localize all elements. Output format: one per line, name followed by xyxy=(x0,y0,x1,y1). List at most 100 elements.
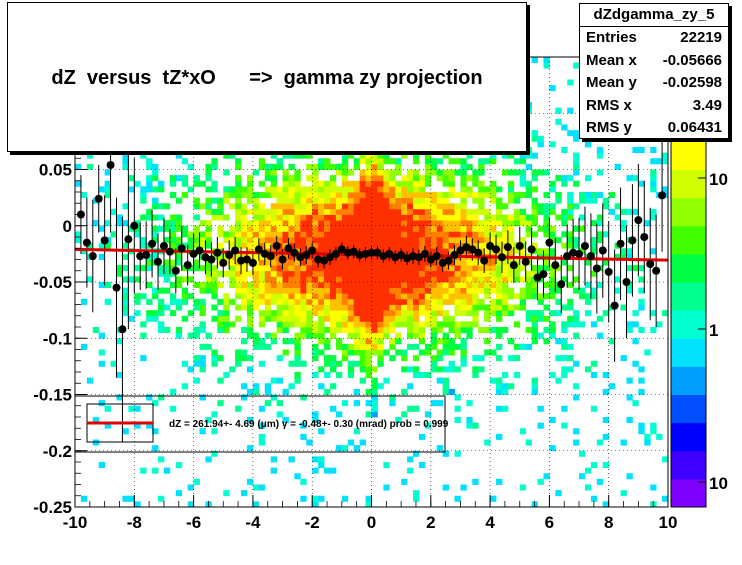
heatmap-cell xyxy=(472,175,479,182)
heatmap-cell xyxy=(383,220,390,227)
heatmap-cell xyxy=(424,422,432,429)
heatmap-cell xyxy=(442,321,449,328)
heatmap-cell xyxy=(383,169,390,176)
heatmap-cell xyxy=(235,180,242,187)
heatmap-cell xyxy=(496,332,503,339)
heatmap-cell xyxy=(318,186,325,193)
heatmap-cell xyxy=(561,304,568,311)
heatmap-cell xyxy=(276,186,283,193)
heatmap-cell xyxy=(454,417,461,424)
heatmap-cell xyxy=(501,203,509,210)
heatmap-cell xyxy=(436,220,444,227)
heatmap-cell xyxy=(507,152,515,159)
heatmap-cell xyxy=(460,259,467,266)
heatmap-cell xyxy=(75,163,82,170)
heatmap-cell xyxy=(407,175,414,182)
heatmap-cell xyxy=(596,220,604,227)
heatmap-cell xyxy=(246,287,254,294)
data-point xyxy=(213,248,222,257)
heatmap-cell xyxy=(288,225,295,232)
heatmap-cell xyxy=(626,208,633,215)
heatmap-cell xyxy=(158,203,165,210)
heatmap-cell xyxy=(472,192,479,199)
heatmap-cell xyxy=(650,214,657,221)
heatmap-cell xyxy=(300,332,307,339)
heatmap-cell xyxy=(98,282,106,289)
heatmap-cell xyxy=(335,327,343,334)
heatmap-cell xyxy=(276,265,283,272)
heatmap-cell xyxy=(430,265,438,272)
heatmap-cell xyxy=(347,332,355,339)
heatmap-cell xyxy=(472,282,479,289)
heatmap-cell xyxy=(407,265,414,272)
heatmap-cell xyxy=(294,186,301,193)
heatmap-cell xyxy=(448,287,455,294)
heatmap-cell xyxy=(158,214,165,221)
heatmap-cell xyxy=(140,321,147,328)
heatmap-cell xyxy=(472,270,479,277)
heatmap-cell xyxy=(549,203,556,210)
data-point xyxy=(646,260,655,268)
heatmap-cell xyxy=(235,349,242,356)
heatmap-cell xyxy=(496,203,503,210)
data-point xyxy=(100,236,109,245)
heatmap-cell xyxy=(644,439,651,446)
heatmap-cell xyxy=(163,259,171,266)
heatmap-cell xyxy=(205,163,212,170)
stats-value: -0.05666 xyxy=(662,51,722,69)
data-point xyxy=(325,253,334,262)
heatmap-cell xyxy=(300,478,307,485)
heatmap-cell xyxy=(324,310,331,317)
heatmap-cell xyxy=(335,163,343,170)
heatmap-cell xyxy=(116,372,123,379)
data-point xyxy=(165,247,174,256)
heatmap-cell xyxy=(490,377,497,384)
heatmap-cell xyxy=(442,248,449,255)
heatmap-cell xyxy=(484,327,491,334)
heatmap-cell xyxy=(501,276,509,283)
heatmap-cell xyxy=(282,225,289,232)
heatmap-cell xyxy=(531,186,538,193)
heatmap-cell xyxy=(377,237,384,244)
heatmap-cell xyxy=(620,304,627,311)
heatmap-cell xyxy=(567,208,574,215)
heatmap-cell xyxy=(436,237,444,244)
heatmap-cell xyxy=(175,225,183,232)
heatmap-cell xyxy=(152,163,159,170)
heatmap-cell xyxy=(306,276,313,283)
heatmap-cell xyxy=(175,276,183,283)
heatmap-cell xyxy=(359,158,366,165)
heatmap-cell xyxy=(401,237,408,244)
heatmap-cell xyxy=(365,208,372,215)
heatmap-cell xyxy=(513,293,521,300)
heatmap-cell xyxy=(401,203,408,210)
heatmap-cell xyxy=(377,349,384,356)
heatmap-cell xyxy=(484,231,491,238)
heatmap-cell xyxy=(359,298,366,305)
heatmap-cell xyxy=(294,360,301,367)
heatmap-cell xyxy=(501,304,509,311)
heatmap-cell xyxy=(567,366,574,373)
heatmap-cell xyxy=(217,242,224,249)
heatmap-cell xyxy=(371,276,378,283)
heatmap-cell xyxy=(448,225,455,232)
heatmap-cell xyxy=(525,287,533,294)
heatmap-cell xyxy=(496,259,503,266)
heatmap-cell xyxy=(626,282,633,289)
heatmap-cell xyxy=(258,422,266,429)
heatmap-cell xyxy=(537,422,544,429)
heatmap-cell xyxy=(264,293,272,300)
heatmap-cell xyxy=(513,248,521,255)
heatmap-cell xyxy=(632,321,639,328)
heatmap-cell xyxy=(401,315,408,322)
heatmap-cell xyxy=(430,248,438,255)
heatmap-cell xyxy=(531,338,538,345)
heatmap-cell xyxy=(454,343,461,350)
heatmap-cell xyxy=(519,276,527,283)
heatmap-cell xyxy=(407,192,414,199)
heatmap-cell xyxy=(525,107,533,114)
heatmap-cell xyxy=(507,338,515,345)
heatmap-cell xyxy=(252,169,260,176)
heatmap-cell xyxy=(359,197,366,204)
heatmap-cell xyxy=(353,186,361,193)
